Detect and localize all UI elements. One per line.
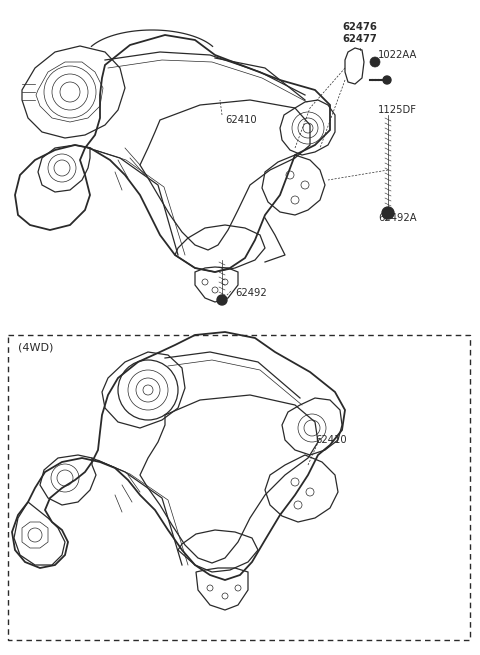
Text: 62492A: 62492A bbox=[378, 213, 417, 223]
Circle shape bbox=[382, 207, 394, 219]
Text: 62477: 62477 bbox=[342, 34, 377, 44]
Text: 1022AA: 1022AA bbox=[378, 50, 418, 60]
Text: 1125DF: 1125DF bbox=[378, 105, 417, 115]
Text: 62476: 62476 bbox=[342, 22, 377, 32]
Circle shape bbox=[370, 57, 380, 67]
Text: 62410: 62410 bbox=[315, 435, 347, 445]
Text: 62410: 62410 bbox=[225, 115, 257, 125]
Circle shape bbox=[383, 76, 391, 84]
Circle shape bbox=[217, 295, 227, 305]
Text: (4WD): (4WD) bbox=[18, 343, 53, 353]
Text: 62492: 62492 bbox=[235, 288, 267, 298]
Bar bbox=[8, 335, 470, 640]
